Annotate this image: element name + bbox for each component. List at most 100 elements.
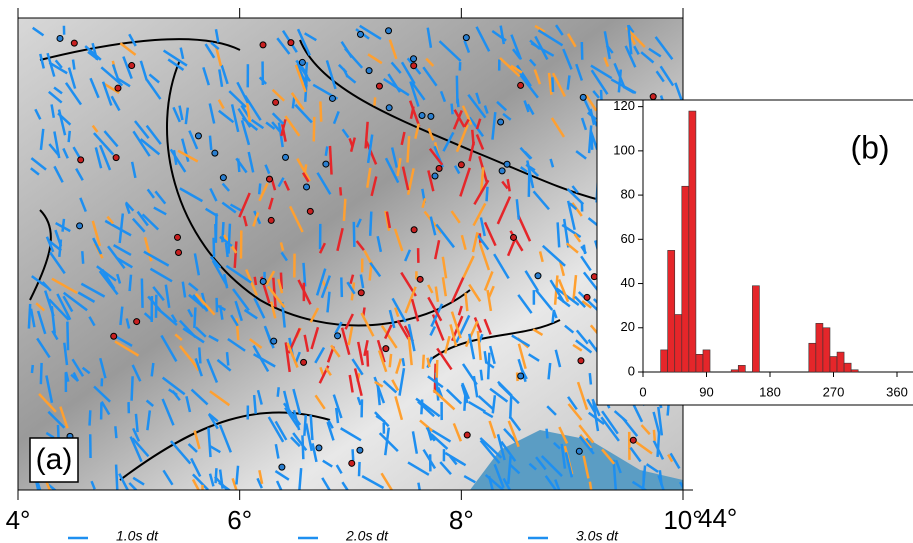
stick <box>475 134 485 150</box>
stick <box>252 212 260 227</box>
stick <box>459 167 471 197</box>
stick <box>132 427 141 442</box>
stick <box>558 426 569 444</box>
stick <box>290 92 305 111</box>
stick <box>367 53 383 65</box>
station <box>272 98 280 106</box>
stick <box>430 303 444 328</box>
stick <box>288 205 304 233</box>
stick <box>484 474 506 490</box>
stick <box>88 316 96 327</box>
stick <box>476 330 482 361</box>
stick <box>567 403 583 421</box>
stick <box>519 367 528 380</box>
stick <box>258 182 269 202</box>
stick <box>309 414 314 441</box>
stick <box>39 53 45 69</box>
stick <box>80 282 106 298</box>
stick <box>170 314 178 323</box>
stick <box>426 27 433 48</box>
stick <box>114 426 118 439</box>
stick <box>332 394 343 419</box>
stick <box>62 291 88 312</box>
stick <box>565 242 579 254</box>
stick <box>218 424 233 453</box>
stick <box>274 420 288 441</box>
stick <box>284 342 291 373</box>
stick <box>486 289 493 312</box>
stick <box>464 292 469 312</box>
stick <box>113 244 132 257</box>
stick <box>678 481 683 490</box>
stick <box>303 74 309 102</box>
station <box>435 165 443 173</box>
stick <box>409 81 420 107</box>
station <box>70 39 78 47</box>
stick <box>482 410 494 419</box>
x-tick-label: 90 <box>699 384 713 399</box>
stick <box>532 328 544 337</box>
stick <box>463 40 471 53</box>
stick <box>242 215 248 227</box>
stick <box>645 463 659 473</box>
stick <box>587 411 605 426</box>
stick <box>221 182 231 192</box>
stick <box>411 431 419 454</box>
legend-label: 2.0s dt <box>345 528 389 543</box>
stick <box>449 324 458 347</box>
stick <box>385 211 392 229</box>
stick <box>390 147 399 168</box>
stick <box>194 326 207 338</box>
stick <box>500 440 517 462</box>
stick <box>215 47 223 67</box>
stick <box>93 132 115 156</box>
stick <box>245 102 252 123</box>
stick <box>36 481 42 490</box>
stick <box>374 380 384 388</box>
stick <box>157 307 178 326</box>
stick <box>335 464 343 474</box>
stick <box>566 75 571 90</box>
station <box>76 222 84 230</box>
stick <box>152 286 165 302</box>
stick <box>304 423 313 452</box>
stick <box>483 318 492 335</box>
stick <box>131 217 146 233</box>
stick <box>39 362 43 385</box>
stick <box>355 218 362 228</box>
stick <box>211 260 229 287</box>
station <box>382 345 390 353</box>
stick <box>71 358 85 377</box>
stick <box>214 213 218 243</box>
stick <box>581 300 593 309</box>
station <box>497 118 505 126</box>
stick <box>427 375 444 389</box>
stick <box>265 121 276 130</box>
station <box>175 248 183 256</box>
stick <box>64 82 83 106</box>
stick <box>334 407 340 424</box>
stick <box>174 333 183 341</box>
station <box>315 444 323 452</box>
stick <box>489 387 509 403</box>
stick <box>554 24 564 36</box>
stick <box>92 237 103 255</box>
stick <box>96 265 117 282</box>
stick <box>162 469 174 486</box>
stick <box>212 237 216 258</box>
stick <box>292 388 302 415</box>
stick <box>99 357 107 379</box>
station <box>579 93 587 101</box>
stick <box>659 65 675 87</box>
stick <box>146 410 152 431</box>
x-tick-label: 0 <box>639 384 646 399</box>
stick <box>467 333 476 360</box>
stick <box>130 376 134 401</box>
stick <box>193 307 197 328</box>
stick <box>377 350 388 373</box>
stick <box>395 358 403 375</box>
stick <box>365 350 370 367</box>
stick <box>501 180 509 190</box>
station <box>174 233 182 241</box>
stick <box>236 158 241 173</box>
